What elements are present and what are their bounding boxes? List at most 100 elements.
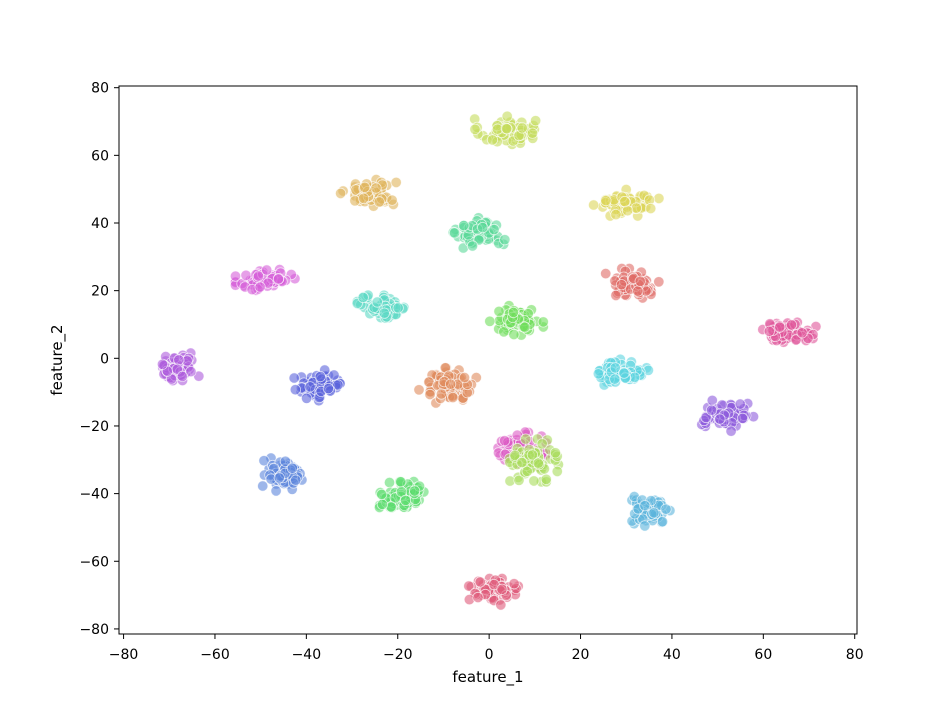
data-point [528, 475, 540, 487]
data-point [435, 388, 447, 400]
x-tick-label: 20 [572, 647, 590, 663]
data-point [185, 365, 197, 378]
data-point [493, 305, 505, 317]
x-tick-label: 60 [754, 647, 772, 663]
data-point [173, 354, 185, 366]
data-point [532, 457, 544, 469]
data-point [648, 507, 660, 519]
data-point [796, 327, 808, 339]
y-tick-label: −20 [79, 419, 109, 435]
cluster-3 [587, 183, 665, 222]
data-point [358, 192, 370, 204]
data-point [463, 580, 475, 592]
cluster-16 [504, 433, 565, 488]
data-point [334, 187, 347, 199]
y-axis-ticks: −80 −60 −40 −20 0 20 40 60 80 [79, 81, 119, 638]
data-point [270, 485, 282, 497]
x-tick-label: −20 [383, 647, 413, 663]
cluster-2 [334, 174, 402, 212]
data-point [790, 334, 802, 346]
data-point [272, 273, 284, 285]
cluster-13 [288, 364, 346, 407]
data-point [357, 291, 369, 304]
data-point [634, 275, 646, 287]
data-point [424, 388, 436, 401]
data-point [549, 447, 562, 459]
data-point [785, 319, 798, 331]
x-tick-label: −40 [292, 647, 322, 663]
cluster-20 [463, 572, 524, 611]
data-point [469, 123, 481, 135]
data-point [390, 176, 402, 188]
data-point [526, 449, 539, 461]
data-point [521, 465, 533, 477]
data-point [509, 449, 521, 461]
y-tick-label: −60 [79, 554, 109, 570]
x-tick-label: 80 [846, 647, 864, 663]
cluster-1 [469, 110, 542, 150]
x-axis-label: feature_1 [452, 668, 523, 687]
data-point [288, 372, 300, 384]
data-point [516, 456, 528, 469]
cluster-10 [156, 347, 205, 387]
cluster-9 [757, 316, 822, 348]
data-point [289, 384, 301, 396]
data-point [609, 373, 621, 385]
data-point [495, 599, 507, 611]
data-point [286, 462, 298, 474]
data-point [736, 412, 749, 424]
data-point [618, 367, 630, 379]
data-point [587, 199, 600, 211]
data-point [258, 455, 270, 467]
data-point [498, 326, 510, 338]
x-tick-label: 0 [485, 647, 494, 663]
points-layer [156, 110, 822, 611]
data-point [500, 123, 513, 135]
data-point [516, 122, 528, 134]
data-point [488, 223, 500, 236]
y-tick-label: −40 [79, 487, 109, 503]
data-point [399, 494, 412, 506]
data-point [619, 196, 631, 208]
data-point [240, 269, 252, 281]
data-point [477, 222, 489, 234]
y-tick-label: 0 [100, 351, 109, 367]
data-point [290, 474, 302, 486]
data-point [373, 196, 385, 208]
cluster-12 [413, 362, 482, 409]
data-point [300, 392, 313, 404]
plot-frame [118, 85, 858, 635]
data-point [466, 240, 479, 252]
data-point [254, 281, 266, 293]
data-point [656, 516, 669, 528]
data-point [472, 591, 484, 604]
data-point [540, 473, 552, 485]
data-point [458, 220, 470, 232]
data-point [615, 279, 628, 291]
data-point [359, 181, 371, 193]
data-point [660, 503, 672, 515]
data-point [304, 381, 316, 393]
data-point [458, 371, 471, 384]
data-point [537, 316, 549, 328]
data-point [392, 302, 404, 314]
data-point [705, 404, 718, 416]
y-tick-label: −80 [79, 622, 109, 638]
y-tick-label: 60 [91, 148, 109, 164]
data-point [370, 182, 382, 194]
data-point [252, 270, 265, 282]
data-point [508, 328, 520, 341]
data-point [444, 378, 457, 390]
data-point [371, 296, 383, 308]
data-point [610, 209, 622, 221]
y-tick-label: 20 [91, 284, 109, 300]
data-point [176, 370, 188, 382]
data-point [332, 379, 344, 391]
cluster-18 [373, 475, 430, 513]
data-point [474, 576, 486, 588]
y-tick-label: 40 [91, 216, 109, 232]
cluster-8 [484, 300, 549, 341]
data-point [383, 476, 396, 489]
data-point [639, 500, 651, 512]
